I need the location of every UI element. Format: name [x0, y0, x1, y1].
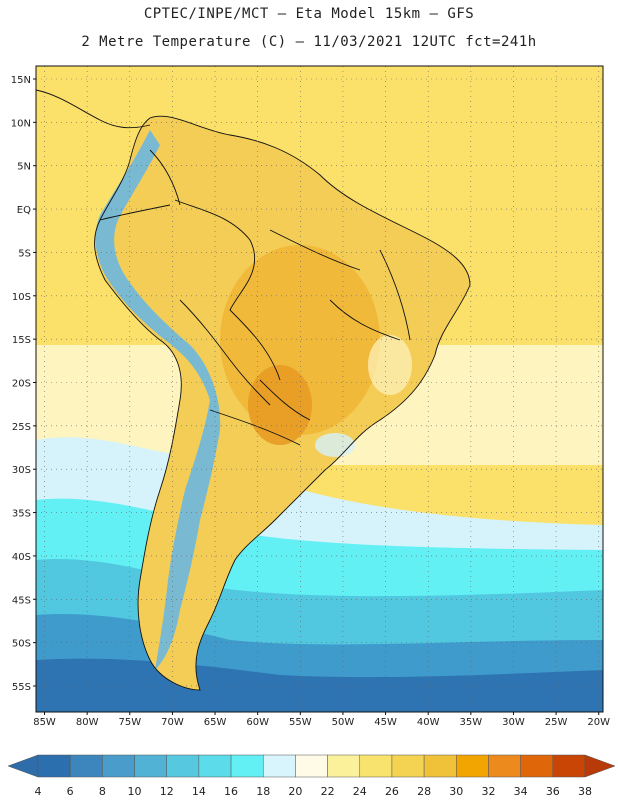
colorbar-swatch: [520, 754, 554, 778]
field-southern-highlands: [315, 433, 355, 457]
colorbar-swatch: [423, 754, 457, 778]
colorbar-tick-label: 18: [256, 785, 270, 798]
colorbar-swatch: [295, 754, 328, 778]
colorbar-tick-label: 28: [417, 785, 431, 798]
colorbar-swatch: [327, 754, 361, 778]
lat-label: 10S: [12, 292, 31, 303]
border-argentina: [209, 409, 301, 446]
colorbar-tick-label: 20: [288, 785, 302, 798]
colorbar-swatch: [262, 754, 296, 778]
colorbar-tick-label: 14: [192, 785, 206, 798]
colorbar-tick-label: 34: [514, 785, 528, 798]
colorbar-tick-label: 22: [321, 785, 335, 798]
lon-label: 60W: [246, 717, 269, 728]
colorbar-swatch: [230, 754, 264, 778]
map-frame: [35, 65, 604, 713]
coastline: [94, 115, 471, 691]
colorbar-tick-label: 24: [353, 785, 367, 798]
colorbar-swatch: [552, 754, 586, 778]
field-andes-cold: [95, 130, 221, 670]
lon-label: 30W: [502, 717, 525, 728]
border-colombia: [149, 149, 181, 206]
colorbar-under-arrow: [7, 754, 39, 778]
lon-label: 85W: [33, 717, 56, 728]
colorbar-tick-label: 16: [224, 785, 238, 798]
lat-label: 10N: [11, 118, 31, 129]
lat-label: 55S: [12, 682, 31, 693]
colorbar-swatch: [69, 754, 103, 778]
lat-label: 40S: [12, 552, 31, 563]
lat-label: 5N: [17, 162, 31, 173]
colorbar-tick-label: 26: [385, 785, 399, 798]
political-borders: [36, 89, 471, 691]
lon-label: 50W: [332, 717, 355, 728]
colorbar-tick-label: 6: [67, 785, 74, 798]
lat-label: 45S: [12, 595, 31, 606]
border-peru-ecuador: [99, 204, 171, 221]
chart-title-line2: 2 Metre Temperature (C) – 11/03/2021 12U…: [81, 34, 537, 50]
colorbar-tick-label: 4: [35, 785, 42, 798]
chart-title-line1: CPTEC/INPE/MCT – Eta Model 15km – GFS: [143, 6, 475, 22]
colorbar-tick-label: 38: [578, 785, 592, 798]
lat-label: 50S: [12, 639, 31, 650]
lon-label: 75W: [118, 717, 141, 728]
temperature-field: [36, 66, 603, 712]
lat-label: EQ: [17, 205, 31, 216]
lat-label: 5S: [18, 248, 31, 259]
border-states-1: [269, 229, 361, 271]
colorbar-tick-label: 30: [449, 785, 463, 798]
lon-label: 80W: [76, 717, 99, 728]
border-states-2: [329, 299, 401, 341]
border-paraguay: [259, 379, 311, 421]
lon-label: 25W: [545, 717, 568, 728]
lat-label: 20S: [12, 378, 31, 389]
field-hottest-chaco: [248, 365, 312, 445]
lon-label: 55W: [289, 717, 312, 728]
colorbar-swatch: [166, 754, 200, 778]
colorbar-swatch: [198, 754, 232, 778]
lon-label: 70W: [161, 717, 184, 728]
colorbar-tick-label: 10: [128, 785, 142, 798]
colorbar-swatch: [37, 754, 71, 778]
lat-label: 15N: [11, 75, 31, 86]
lat-label: 25S: [12, 422, 31, 433]
central-america: [36, 89, 151, 129]
lat-label: 15S: [12, 335, 31, 346]
colorbar-swatch: [456, 754, 489, 778]
lon-label: 40W: [417, 717, 440, 728]
colorbar: 4 6 8 10 12 14 16 18 20 22 24 26 28 30 32 34 36 38: [7, 754, 616, 798]
border-brazil-west: [174, 199, 281, 381]
colorbar-tick-label: 8: [99, 785, 106, 798]
lon-label: 20W: [587, 717, 610, 728]
border-states-3: [379, 249, 411, 341]
colorbar-over-arrow: [584, 754, 616, 778]
colorbar-swatch: [359, 754, 393, 778]
field-highlands: [368, 335, 412, 395]
colorbar-swatch: [488, 754, 521, 778]
colorbar-swatch: [134, 754, 167, 778]
colorbar-swatch: [102, 754, 135, 778]
colorbar-swatch: [391, 754, 425, 778]
lon-label: 45W: [374, 717, 397, 728]
longitude-labels: 85W 80W 75W 70W 65W 60W 55W 50W 45W 40W 35W 30W 25W 2…: [33, 712, 610, 728]
lat-label: 30S: [12, 465, 31, 476]
border-bolivia: [179, 299, 271, 406]
colorbar-tick-label: 36: [546, 785, 560, 798]
lon-label: 35W: [460, 717, 483, 728]
colorbar-tick-label: 12: [160, 785, 174, 798]
lat-label: 35S: [12, 509, 31, 520]
colorbar-tick-label: 32: [481, 785, 495, 798]
lon-label: 65W: [204, 717, 227, 728]
latitude-labels: 15N 10N 5N EQ 5S 10S 15S 20S 25S 30S 35S 40S 45S 50S 5…: [11, 75, 36, 693]
